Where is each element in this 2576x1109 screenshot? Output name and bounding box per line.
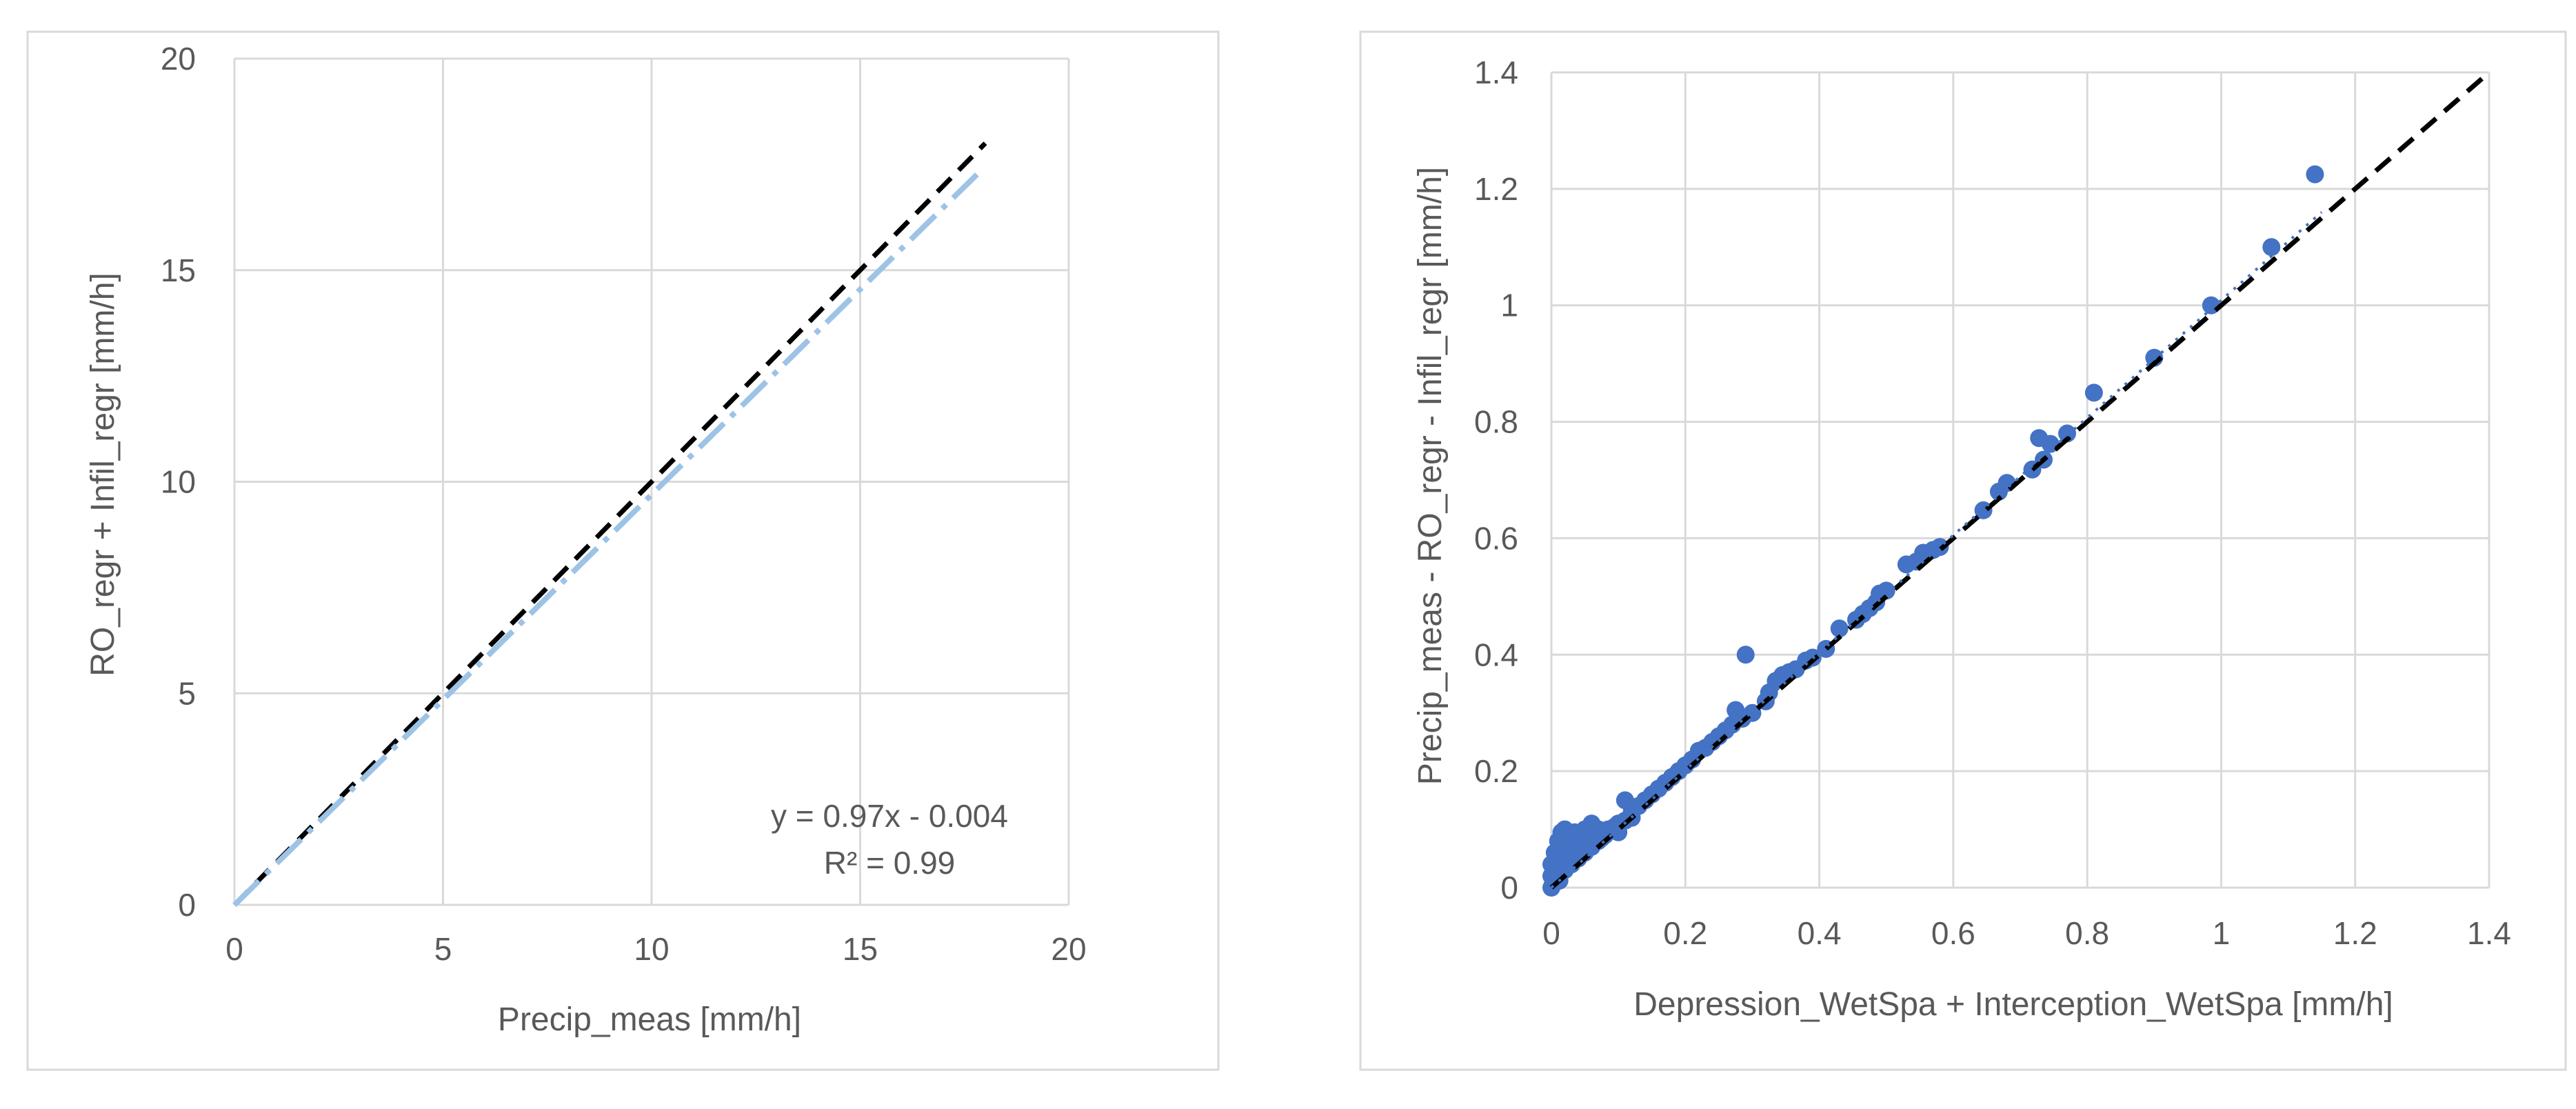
chart-left: 0 5 10 15 20 0 5 10 15 20 Precip_meas [mm/h] RO_… [26, 30, 1220, 1071]
chart-right-data-point [2306, 165, 2324, 183]
chart-right-data-point [1736, 646, 1755, 664]
chart-right-data-point [2262, 238, 2281, 257]
chart-right-x-axis-label: Depression_WetSpa + Interception_WetSpa … [1633, 986, 2393, 1023]
chart-left-x-ticks: 0 5 10 15 20 [225, 931, 1086, 967]
chart-left-y-tick-label: 10 [161, 464, 196, 500]
chart-left-x-tick-label: 15 [843, 931, 878, 967]
chart-right-x-tick-label: 0.2 [1663, 915, 1707, 951]
chart-right-frame [1359, 30, 2567, 1071]
chart-left-series [232, 141, 987, 908]
chart-right-data-point [1616, 791, 1634, 810]
chart-left-y-tick-label: 15 [161, 252, 196, 288]
chart-right-x-tick-label: 1.4 [2467, 915, 2511, 951]
chart-right-x-tick-label: 1 [2213, 915, 2231, 951]
chart-right-y-tick-label: 0.8 [1474, 404, 1518, 440]
chart-left-y-ticks: 0 5 10 15 20 [161, 41, 196, 923]
chart-right-data-point [1566, 841, 1584, 859]
chart-left-y-tick-label: 5 [178, 675, 196, 711]
chart-right-y-axis-label: Precip_meas - RO_regr - Infil_regr [mm/h… [1412, 167, 1449, 785]
chart-left-y-tick-label: 0 [178, 887, 196, 923]
chart-right-data-point [2084, 383, 2103, 402]
chart-left-frame [26, 30, 1220, 1071]
chart-right-y-tick-label: 1.2 [1474, 171, 1518, 207]
chart-left-1-1-line-line [232, 141, 987, 907]
chart-right-1-1-line-line [1549, 70, 2491, 890]
chart-right-trendline-line [1550, 211, 2323, 889]
chart-right-data-point [2058, 424, 2076, 443]
chart-left-x-tick-label: 0 [225, 931, 243, 967]
chart-right-y-tick-label: 0.4 [1474, 637, 1518, 672]
chart-right-y-tick-label: 1.4 [1474, 54, 1518, 90]
chart-right-y-tick-label: 1 [1500, 288, 1518, 323]
chart-right-x-tick-label: 1.2 [2333, 915, 2377, 951]
chart-right-x-tick-label: 0 [1542, 915, 1560, 951]
chart-right-y-tick-label: 0 [1500, 870, 1518, 906]
chart-left-y-tick-label: 20 [161, 41, 196, 77]
chart-left-x-tick-label: 20 [1051, 931, 1086, 967]
chart-right-data-point [1897, 555, 1915, 574]
chart-right-grid [1550, 71, 2491, 889]
chart-right-data-point [1830, 619, 1849, 638]
chart-left-x-tick-label: 10 [634, 931, 669, 967]
chart-right-x-ticks: 0 0.2 0.4 0.6 0.8 1 1.2 1.4 [1542, 915, 2511, 951]
chart-right-x-tick-label: 0.4 [1798, 915, 1842, 951]
chart-right: 0 0.2 0.4 0.6 0.8 1 1.2 1.4 0 0.2 0.4 0.6 0.8 1 1.2 1.… [1359, 30, 2567, 1071]
chart-left-y-axis-label: RO_regr + Infil_regr [mm/h] [85, 272, 121, 677]
chart-left-x-tick-label: 5 [434, 931, 452, 967]
chart-left-fit-equation: y = 0.97x - 0.004 [771, 798, 1008, 834]
chart-right-y-ticks: 0 0.2 0.4 0.6 0.8 1 1.2 1.4 [1474, 54, 1518, 906]
chart-left-x-axis-label: Precip_meas [mm/h] [498, 1001, 801, 1038]
chart-right-y-tick-label: 0.2 [1474, 753, 1518, 789]
chart-right-data-point [1989, 482, 2008, 501]
chart-left-fit-r-squared: R² = 0.99 [824, 845, 956, 881]
chart-right-x-tick-label: 0.8 [2065, 915, 2109, 951]
chart-right-x-tick-label: 0.6 [1931, 915, 1975, 951]
chart-right-y-tick-label: 0.6 [1474, 520, 1518, 556]
chart-left-grid [233, 57, 1070, 906]
chart-left-linear-fit-line [232, 172, 979, 908]
chart-right-series [1542, 70, 2491, 897]
